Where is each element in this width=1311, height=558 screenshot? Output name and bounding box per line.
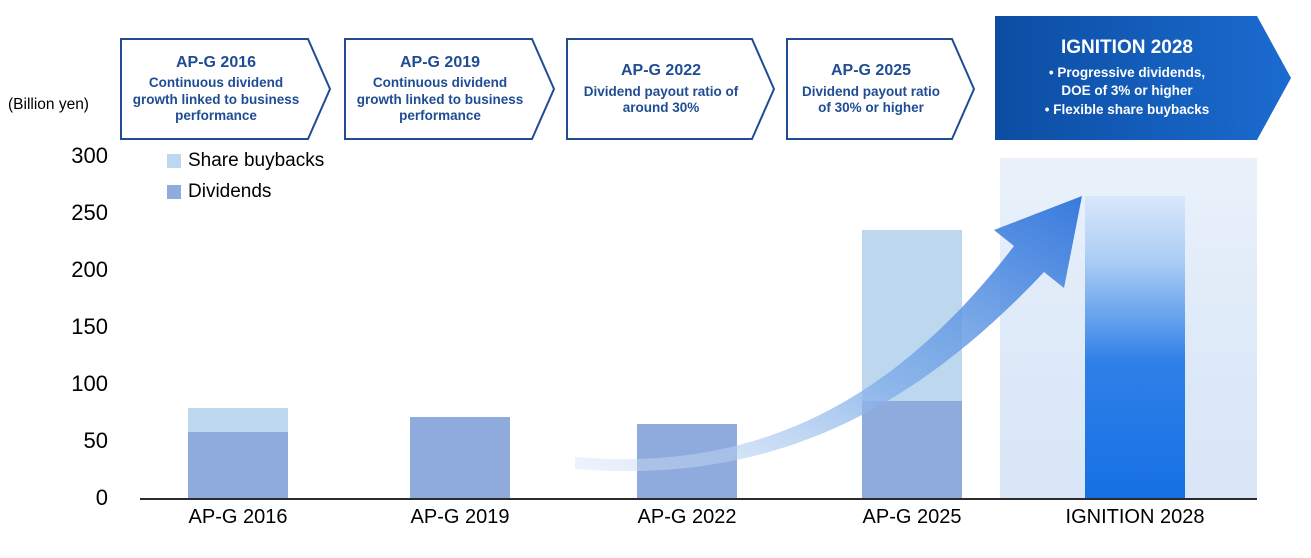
chevron-outline-shape xyxy=(566,38,776,140)
y-tick-250: 250 xyxy=(71,200,108,225)
banner-bullet: • Flexible share buybacks xyxy=(1044,101,1210,117)
legend-label: Dividends xyxy=(188,181,272,202)
banner-title: IGNITION 2028 xyxy=(1061,37,1193,59)
banner-ignition-2028: IGNITION 2028 • Progressive dividends, D… xyxy=(995,16,1291,140)
bar-share-buybacks-ap-g-2025 xyxy=(862,230,962,402)
banner-body: Dividend payout ratio of 30% or higher xyxy=(801,83,940,115)
banner-body: Dividend payout ratio of around 30% xyxy=(583,83,739,115)
x-axis-line xyxy=(140,498,1257,500)
chevron-outline-shape xyxy=(786,38,976,140)
banner-apg-2019: AP-G 2019 Continuous dividend growth lin… xyxy=(344,38,556,140)
x-label-ap-g-2016: AP-G 2016 xyxy=(188,506,288,528)
legend-label: Share buybacks xyxy=(188,150,325,171)
bar-dividends-ap-g-2016 xyxy=(188,431,288,498)
banner-body: Continuous dividend growth linked to bus… xyxy=(356,75,524,123)
bar-share-buybacks-ap-g-2016 xyxy=(188,407,288,432)
legend-item-share-buybacks: Share buybacks xyxy=(167,150,324,172)
chevron-solid-shape xyxy=(995,16,1291,140)
bar-projection-ignition-2028 xyxy=(1085,195,1185,498)
y-tick-100: 100 xyxy=(71,371,108,396)
banner-title: AP-G 2019 xyxy=(399,54,481,72)
chart-legend: Share buybacks Dividends xyxy=(167,150,324,212)
banner-title: AP-G 2016 xyxy=(175,54,257,72)
banner-apg-2016: AP-G 2016 Continuous dividend growth lin… xyxy=(120,38,332,140)
legend-item-dividends: Dividends xyxy=(167,181,324,203)
legend-swatch-dividends xyxy=(167,185,181,199)
legend-swatch-share-buybacks xyxy=(167,154,181,168)
chevron-outline-shape xyxy=(344,38,556,140)
y-tick-150: 150 xyxy=(71,314,108,339)
y-tick-300: 300 xyxy=(71,143,108,168)
x-label-ap-g-2019: AP-G 2019 xyxy=(410,506,510,528)
x-label-ap-g-2025: AP-G 2025 xyxy=(862,506,962,528)
chevron-outline-shape xyxy=(120,38,332,140)
bar-dividends-ap-g-2025 xyxy=(862,401,962,498)
x-label-ap-g-2022: AP-G 2022 xyxy=(637,506,737,528)
bar-dividends-ap-g-2022 xyxy=(637,423,737,498)
banner-body: Continuous dividend growth linked to bus… xyxy=(132,75,300,123)
y-axis-unit-label: (Billion yen) xyxy=(8,96,89,113)
banner-bullet: • Progressive dividends, DOE of 3% or hi… xyxy=(1048,65,1206,99)
banner-title: AP-G 2022 xyxy=(620,62,702,80)
banner-title: AP-G 2025 xyxy=(830,62,912,80)
banner-apg-2022: AP-G 2022 Dividend payout ratio of aroun… xyxy=(566,38,776,140)
y-tick-50: 50 xyxy=(83,428,108,453)
bar-dividends-ap-g-2019 xyxy=(410,417,510,498)
y-tick-200: 200 xyxy=(71,257,108,282)
banner-apg-2025: AP-G 2025 Dividend payout ratio of 30% o… xyxy=(786,38,976,140)
x-label-ignition-2028: IGNITION 2028 xyxy=(1065,506,1205,528)
y-tick-0: 0 xyxy=(95,485,108,510)
